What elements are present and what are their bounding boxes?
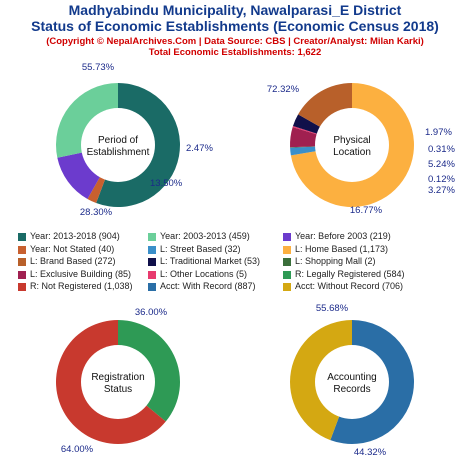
legend-label: Acct: With Record (887)	[160, 281, 256, 292]
legend-swatch	[148, 283, 156, 292]
data-label-l-other-locations: 0.31%	[428, 144, 455, 155]
legend-label: Year: 2003-2013 (459)	[160, 231, 250, 241]
legend-swatch	[148, 245, 156, 254]
donut-hole	[81, 345, 155, 419]
legend-swatch	[283, 258, 291, 267]
legend-swatch	[283, 270, 291, 279]
donut-center-title: Physical	[333, 135, 370, 146]
data-label-l-street-based: 1.97%	[425, 127, 452, 138]
legend-swatch	[148, 270, 156, 279]
legend-swatch	[148, 258, 156, 267]
data-label-l-shopping-mall: 0.12%	[428, 174, 455, 185]
donut-center-title: Accounting	[327, 372, 376, 383]
donut-center-title: Status	[104, 384, 132, 395]
chart-title-line1: Madhyabindu Municipality, Nawalparasi_E …	[68, 2, 402, 18]
data-label-l-traditional-market: 3.27%	[428, 185, 455, 196]
data-label-r-legally-registered: 36.00%	[135, 307, 168, 318]
data-label-l-brand-based: 16.77%	[350, 205, 383, 216]
total-establishments: Total Economic Establishments: 1,622	[148, 47, 322, 58]
donut-center-title: Establishment	[87, 147, 150, 158]
legend-swatch	[283, 233, 291, 241]
data-label-year-not-stated: 2.47%	[186, 143, 213, 154]
legend-label: L: Brand Based (272)	[30, 256, 116, 267]
data-label-acct-without-record: 44.32%	[354, 447, 387, 458]
legend-label: L: Exclusive Building (85)	[30, 268, 132, 279]
copyright-note: (Copyright © NepalArchives.Com | Data So…	[46, 36, 424, 47]
donut-hole	[315, 345, 389, 419]
slice-year-2003-2013	[56, 83, 118, 158]
legend-label: L: Shopping Mall (2)	[295, 256, 376, 267]
data-label-acct-with-record: 55.68%	[316, 303, 349, 314]
donut-center-title: Period of	[98, 135, 138, 146]
legend-swatch	[283, 283, 291, 292]
legend-swatch	[283, 245, 291, 254]
legend-label: R: Not Registered (1,038)	[30, 281, 133, 292]
legend-swatch	[148, 233, 156, 241]
legend-label: L: Street Based (32)	[160, 243, 241, 254]
legend-label: Year: 2013-2018 (904)	[30, 231, 120, 241]
legend-label: R: Legally Registered (584)	[295, 268, 405, 279]
data-label-l-exclusive-building: 5.24%	[428, 159, 455, 170]
donut-center-title: Location	[333, 147, 371, 158]
legend-swatch	[18, 233, 26, 241]
legend-label: Year: Not Stated (40)	[30, 243, 115, 254]
donut-hole	[315, 108, 389, 182]
legend-swatch	[18, 283, 26, 292]
donut-hole	[81, 108, 155, 182]
legend-label: L: Home Based (1,173)	[295, 243, 389, 254]
legend-label: Year: Before 2003 (219)	[295, 231, 391, 241]
donut-center-title: Records	[333, 384, 370, 395]
legend-swatch	[18, 270, 26, 279]
slice-l-home-based	[290, 83, 415, 207]
chart-title-line2: Status of Economic Establishments (Econo…	[31, 18, 439, 34]
legend-label: Acct: Without Record (706)	[295, 281, 404, 292]
legend-swatch	[18, 245, 26, 254]
legend-label: L: Traditional Market (53)	[160, 256, 261, 267]
legend-label: L: Other Locations (5)	[160, 268, 248, 279]
data-label-year-2003-2013: 28.30%	[80, 207, 113, 218]
data-label-year-2013-2018: 55.73%	[82, 62, 115, 73]
slice-r-not-registered	[56, 320, 166, 444]
donut-center-title: Registration	[91, 372, 144, 383]
data-label-year-before-2003: 13.50%	[150, 178, 183, 189]
data-label-r-not-registered: 64.00%	[61, 444, 94, 455]
data-label-l-home-based: 72.32%	[267, 84, 300, 95]
legend-swatch	[18, 258, 26, 267]
